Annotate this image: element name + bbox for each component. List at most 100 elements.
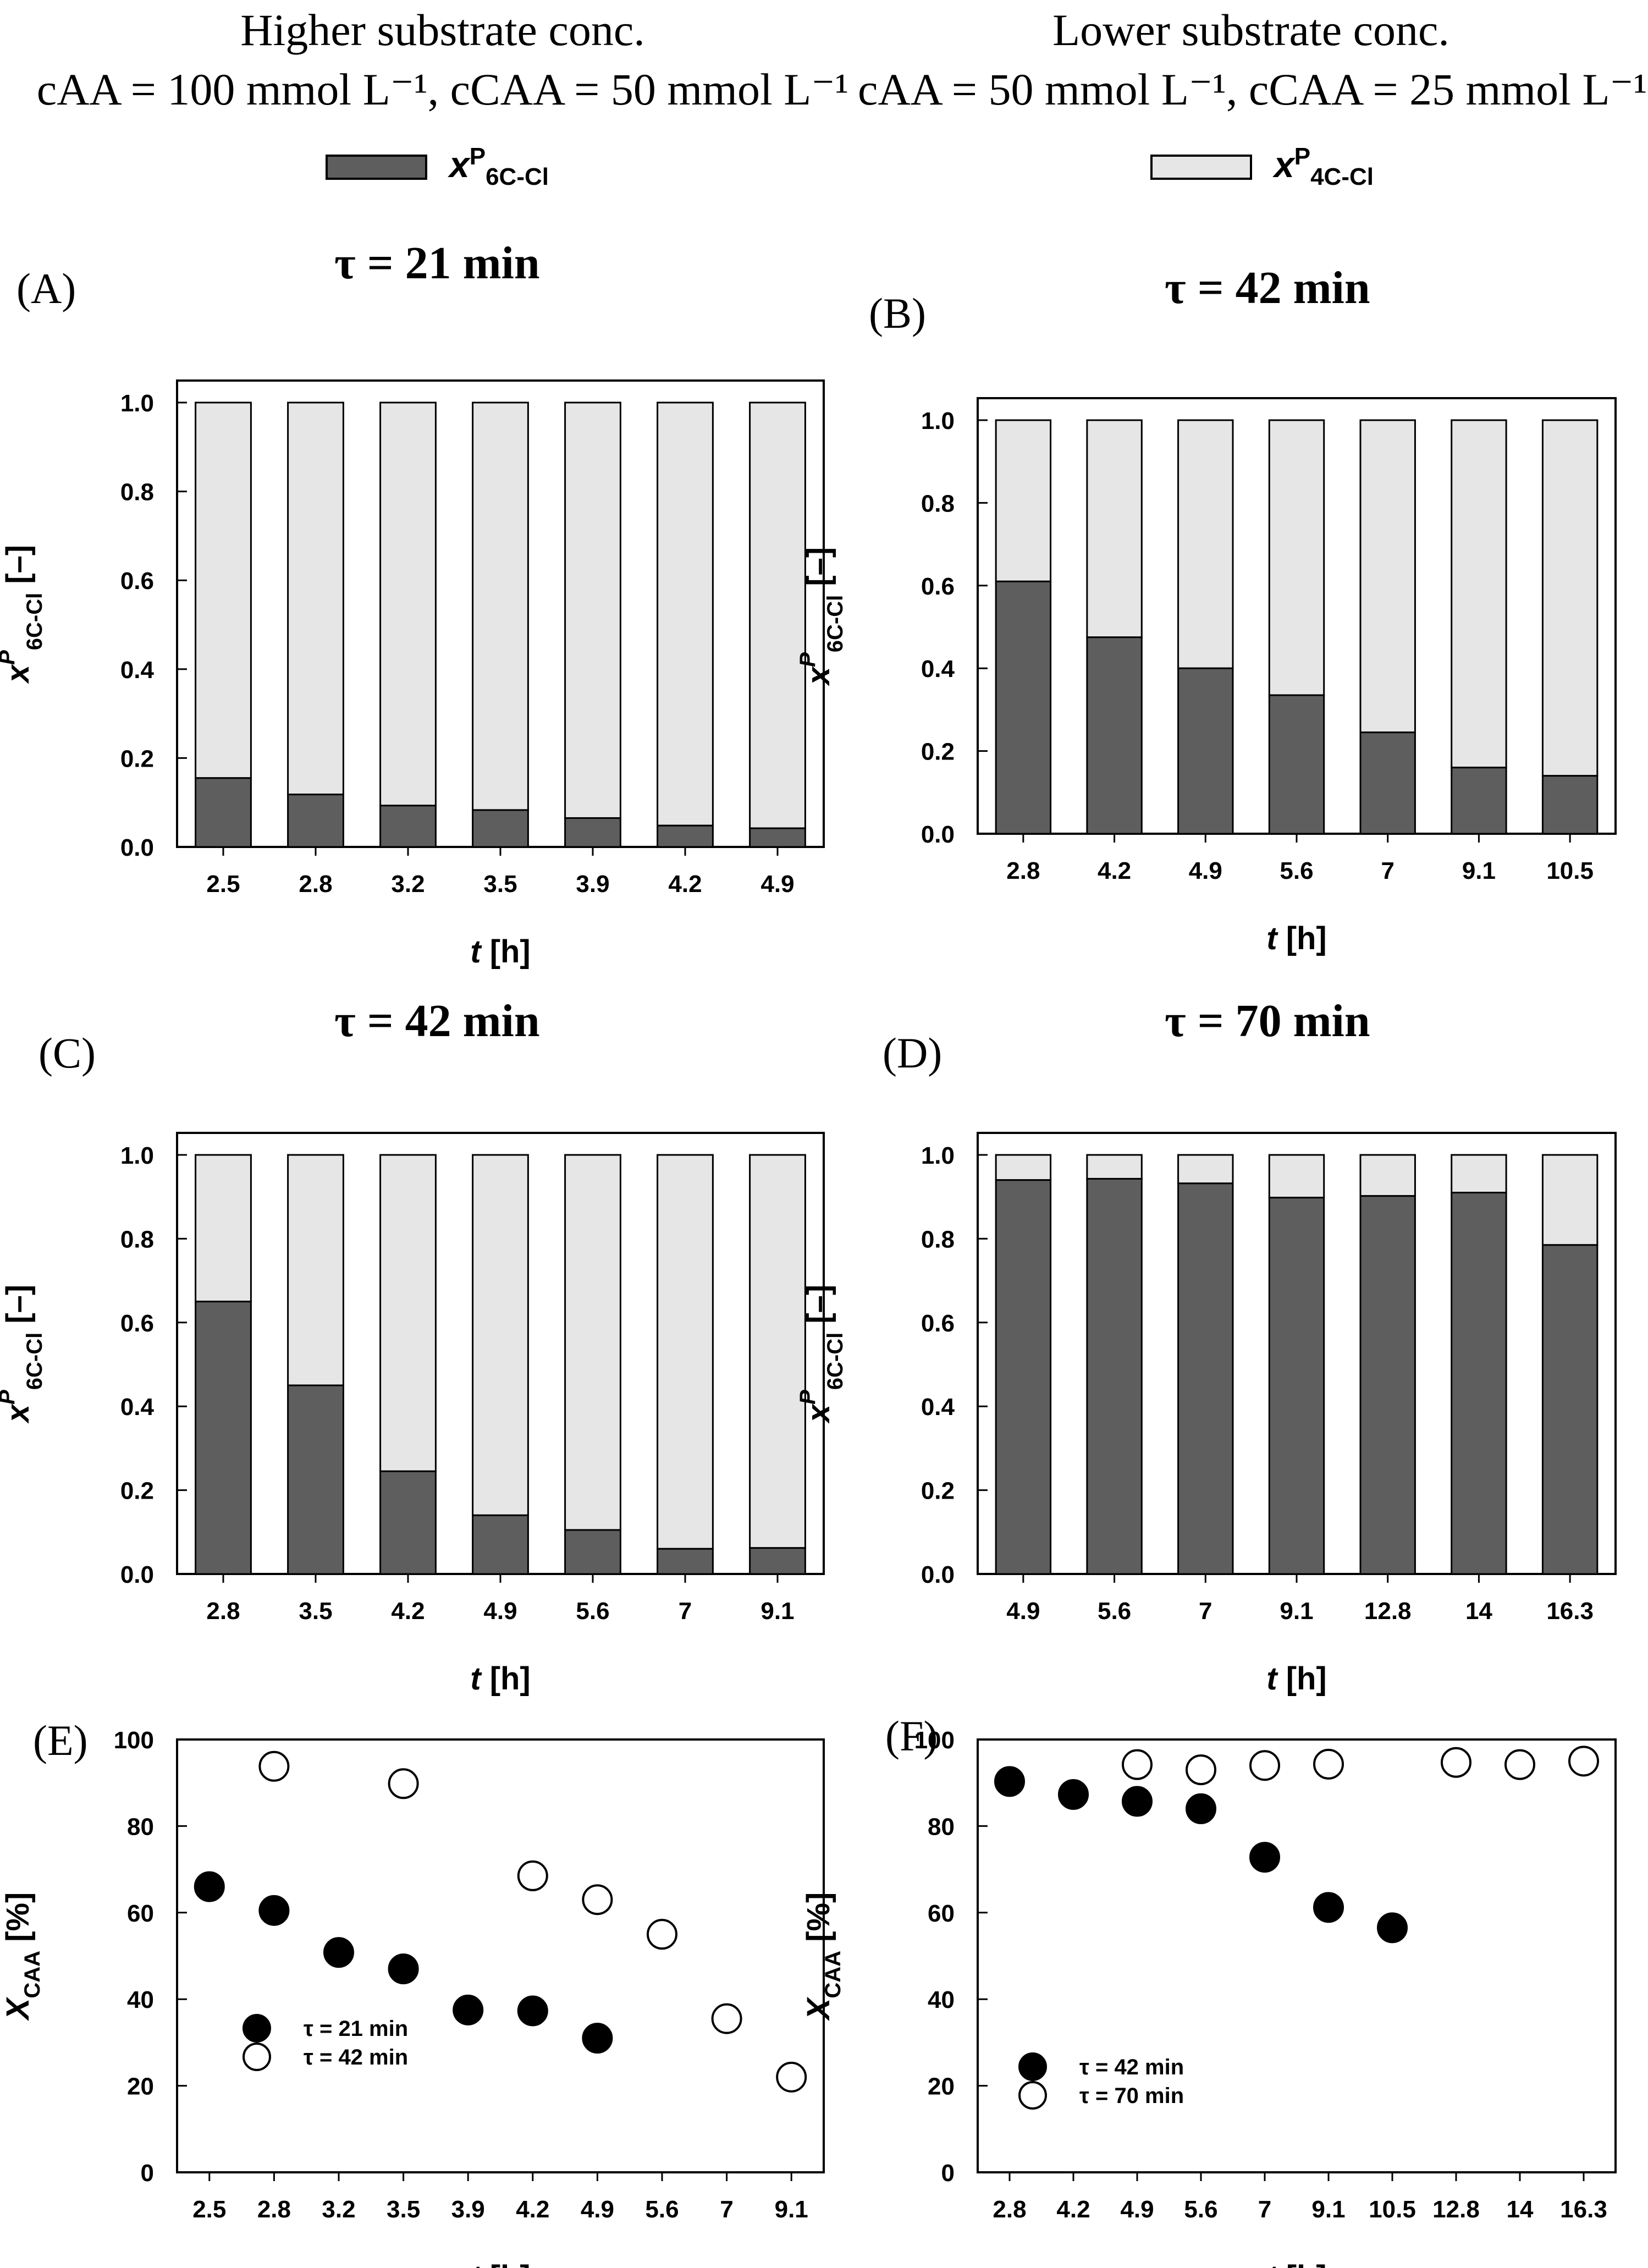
bar-4c-cl-A	[195, 401, 252, 779]
bar-6c-cl-B	[1541, 775, 1599, 835]
point-filled-E	[323, 1937, 354, 1968]
y-tick-label-E: 80	[127, 1813, 154, 1840]
x-tick-label-D: 7	[1199, 1598, 1212, 1625]
legend-marker-E	[242, 2043, 271, 2071]
point-open-F	[1122, 1749, 1153, 1780]
panel-title-a: τ = 21 min	[334, 238, 540, 289]
bar-6c-cl-A	[749, 827, 806, 848]
bar-6c-cl-C	[472, 1514, 529, 1575]
panel-title-c: τ = 42 min	[334, 995, 540, 1047]
bar-6c-cl-B	[995, 580, 1052, 835]
svg-text:xP6C-Cl [–]: xP6C-Cl [–]	[0, 545, 47, 684]
bar-6c-cl-C	[564, 1529, 621, 1575]
bar-4c-cl-D	[1177, 1154, 1234, 1185]
y-tick-label-F: 40	[928, 1986, 955, 2013]
x-tick-label-E: 3.5	[387, 2196, 420, 2223]
bar-4c-cl-D	[1086, 1154, 1143, 1180]
y-tick-label-D: 0.6	[921, 1310, 955, 1337]
bar-6c-cl-B	[1086, 636, 1143, 835]
bar-4c-cl-B	[1359, 419, 1416, 734]
bar-6c-cl-D	[1541, 1244, 1599, 1575]
bar-4c-cl-B	[1541, 419, 1599, 777]
bar-6c-cl-B	[1268, 694, 1325, 835]
point-open-F	[1568, 1746, 1599, 1777]
bar-6c-cl-B	[1359, 731, 1416, 835]
x-tick-label-D: 12.8	[1364, 1598, 1412, 1625]
y-tick-label-E: 40	[127, 1986, 154, 2013]
point-filled-F	[1122, 1786, 1153, 1817]
point-open-F	[1313, 1748, 1344, 1780]
svg-text:xP6C-Cl [–]: xP6C-Cl [–]	[0, 1285, 47, 1424]
point-filled-F	[1313, 1892, 1344, 1923]
y-tick-label-C: 0.6	[120, 1310, 154, 1337]
x-tick-label-A: 4.2	[668, 871, 702, 898]
bar-6c-cl-A	[564, 817, 621, 848]
x-tick-label-A: 3.5	[483, 871, 517, 898]
y-tick-label-B: 0.2	[921, 739, 955, 766]
x-tick-label-E: 5.6	[645, 2196, 679, 2223]
y-tick-label-E: 20	[127, 2073, 154, 2100]
x-tick-label-E: 3.2	[322, 2196, 355, 2223]
bar-6c-cl-D	[1177, 1182, 1234, 1575]
bar-6c-cl-A	[657, 824, 714, 848]
y-tick-label-B: 0.4	[921, 656, 955, 682]
bar-6c-cl-A	[287, 794, 344, 848]
y-tick-label-D: 0.4	[921, 1394, 955, 1421]
y-tick-label-A: 0.2	[120, 745, 154, 772]
point-filled-F	[1058, 1779, 1089, 1810]
y-tick-label-C: 1.0	[120, 1142, 154, 1169]
point-filled-E	[517, 1995, 548, 2027]
legend-marker-F	[1018, 2081, 1047, 2110]
svg-text:XCAA [%]: XCAA [%]	[0, 1892, 45, 2022]
y-tick-label-D: 1.0	[921, 1142, 955, 1169]
x-tick-label-F: 4.2	[1056, 2196, 1090, 2223]
bar-4c-cl-B	[1268, 419, 1325, 696]
x-tick-label-B: 4.9	[1189, 857, 1222, 884]
point-filled-E	[453, 1994, 484, 2025]
legend-label-F: τ = 42 min	[1079, 2055, 1184, 2079]
y-tick-label-A: 0.0	[120, 834, 154, 861]
y-axis-title-B: xP6C-Cl [–]	[796, 547, 847, 686]
x-tick-label-C: 2.8	[206, 1598, 240, 1625]
plot-frame-E	[176, 1738, 825, 2173]
y-tick-label-D: 0.2	[921, 1478, 955, 1505]
x-tick-label-A: 2.5	[206, 871, 240, 898]
point-filled-E	[388, 1953, 419, 1985]
panel-label-f: (F)	[885, 1712, 938, 1760]
point-open-E	[388, 1768, 419, 1799]
legend-label-E: τ = 21 min	[304, 2017, 408, 2041]
panel-title-d: τ = 70 min	[1165, 995, 1370, 1047]
bar-6c-cl-D	[1086, 1177, 1143, 1575]
x-tick-label-E: 4.9	[581, 2196, 614, 2223]
y-tick-label-A: 0.8	[120, 479, 154, 506]
x-tick-label-B: 5.6	[1280, 857, 1313, 884]
y-axis-title-F: XCAA [%]	[801, 1892, 845, 2022]
bar-4c-cl-B	[1086, 419, 1143, 638]
x-tick-label-F: 7	[1258, 2196, 1271, 2223]
y-tick-label-E: 100	[114, 1727, 154, 1754]
y-tick-label-A: 0.6	[120, 568, 154, 594]
x-tick-label-F: 4.9	[1120, 2196, 1154, 2223]
y-tick-label-C: 0.2	[120, 1478, 154, 1505]
point-open-E	[517, 1860, 548, 1891]
x-tick-label-B: 9.1	[1462, 857, 1496, 884]
x-tick-label-B: 2.8	[1006, 857, 1040, 884]
y-tick-label-F: 100	[914, 1727, 955, 1754]
x-axis-title-D: t [h]	[1266, 1661, 1327, 1697]
right-header-concentration: cAA = 50 mmol L⁻¹, cCAA = 25 mmol L⁻¹	[858, 64, 1647, 114]
bar-4c-cl-A	[379, 401, 437, 807]
legend-dark: xP6C-Cl	[326, 143, 549, 191]
legend-light-swatch	[1150, 154, 1252, 180]
bar-4c-cl-C	[195, 1154, 252, 1303]
point-filled-F	[1377, 1912, 1408, 1944]
x-tick-label-B: 10.5	[1546, 857, 1594, 884]
y-tick-label-D: 0.8	[921, 1226, 955, 1253]
x-tick-label-A: 3.2	[391, 871, 425, 898]
x-tick-label-E: 7	[720, 2196, 733, 2223]
point-open-F	[1186, 1754, 1216, 1786]
bar-6c-cl-C	[195, 1301, 252, 1575]
point-filled-E	[582, 2023, 613, 2054]
bar-4c-cl-B	[1177, 419, 1234, 669]
y-tick-label-C: 0.4	[120, 1394, 155, 1421]
